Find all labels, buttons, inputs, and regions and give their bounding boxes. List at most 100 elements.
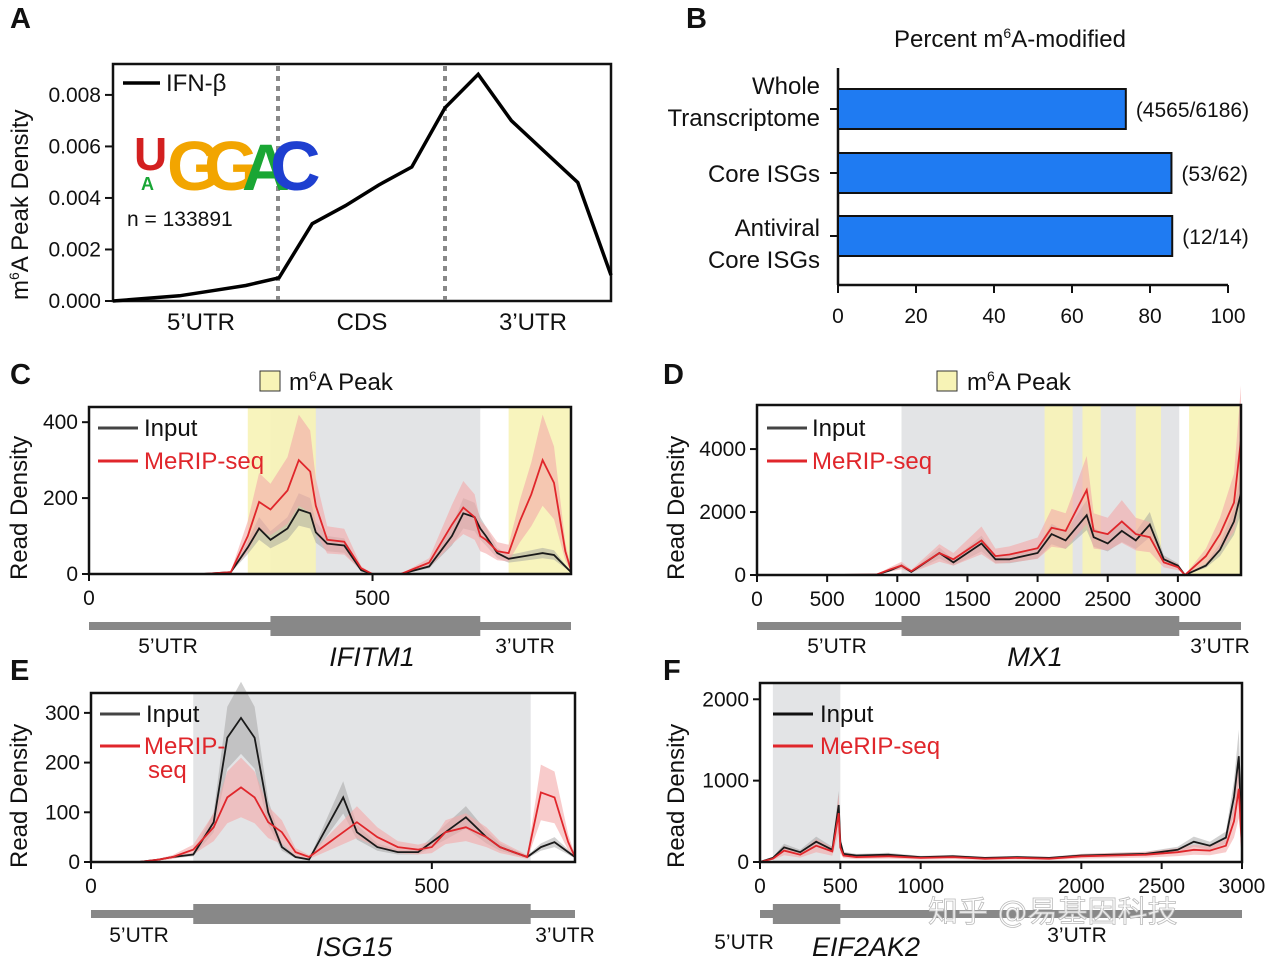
panel-f-3utr: 3’UTR: [1047, 924, 1107, 947]
panel-label-a: A: [10, 3, 31, 35]
legend-input-label-f: Input: [820, 701, 874, 728]
panel-e-gene: ISG15: [316, 932, 394, 962]
xtick-label: 500: [414, 875, 449, 898]
b-xtick-label: 20: [904, 305, 927, 328]
plot-frame: [87, 405, 573, 576]
panel-d-3utr: 3’UTR: [1190, 635, 1250, 658]
legend-merip-label-e-1: MeRIP-: [144, 733, 225, 760]
panel-label-e: E: [10, 655, 29, 687]
ytick-label: 2000: [699, 501, 746, 524]
merip-line: [89, 457, 572, 575]
merip-band: [89, 414, 571, 574]
category-label-antiviral-1: Antiviral: [735, 215, 820, 242]
gene-track-line: [760, 910, 1242, 918]
bar-annotation-2: (12/14): [1182, 226, 1249, 249]
xtick-label: 0: [85, 875, 97, 898]
gene-track-cds: [772, 904, 841, 924]
panel-b-title: Percent m6A-modified: [894, 25, 1126, 53]
xtick-label: 2500: [1084, 588, 1131, 611]
panel-f-chart: 0 1000 2000 0 500 1000 2000 2500 3000 Input MeRI…: [663, 681, 1265, 962]
region-label-3utr: 3’UTR: [499, 309, 567, 336]
gene-track-cds: [901, 616, 1180, 636]
gene-track-cds: [270, 616, 481, 636]
ytick-label: 100: [45, 801, 80, 824]
panel-a-frame: [111, 62, 613, 303]
bar-2: [837, 215, 1174, 257]
legend-input-label-c: Input: [144, 415, 198, 442]
plot-frame: [758, 681, 1244, 864]
ytick-label: 300: [45, 702, 80, 725]
region-label-5utr: 5’UTR: [167, 309, 235, 336]
panel-b-chart: Percent m6A-modified (4565/6186)(53/62)(…: [668, 25, 1250, 328]
xtick-label: 500: [823, 875, 858, 898]
motif-letter-1-sub: A: [141, 174, 154, 194]
panel-e-5utr: 5’UTR: [109, 924, 169, 947]
legend-input-label-e: Input: [146, 701, 200, 728]
panel-label-b: B: [686, 3, 707, 35]
xtick-label: 3000: [1155, 588, 1202, 611]
peak-legend-swatch-d: [936, 370, 958, 392]
ytick-label: 0: [737, 851, 749, 874]
panel-e-chart: 0 100 200 300 0 500 Input MeRIP- seq Read Den…: [6, 681, 595, 962]
category-label-antiviral-2: Core ISGs: [708, 247, 820, 274]
plot-frame: [89, 691, 577, 864]
gene-track-cds: [193, 904, 531, 924]
motif-letter-1: U: [134, 128, 167, 180]
panel-f-gene: EIF2AK2: [812, 932, 920, 962]
panel-label-d: D: [663, 359, 684, 391]
motif-letter-3: G: [204, 127, 258, 205]
category-label-whole-2: Transcriptome: [668, 105, 820, 132]
motif-letter-5: C: [270, 127, 321, 205]
panel-label-c: C: [10, 359, 31, 391]
xtick-label: 2000: [1014, 588, 1061, 611]
b-xtick-label: 40: [982, 305, 1005, 328]
ytick-label: 200: [43, 487, 78, 510]
panel-b-bars: (4565/6186) (53/62) (12/14): [830, 88, 1249, 257]
panel-label-f: F: [663, 655, 681, 687]
bar-0: [837, 88, 1127, 130]
xtick-label: 1000: [897, 875, 944, 898]
region-label-cds: CDS: [337, 309, 388, 336]
legend-merip-label-d: MeRIP-seq: [812, 448, 932, 475]
merip-line: [757, 439, 1242, 577]
panel-d-plot: 0 2000 4000 0 500 1000 1500 2000 2500 3000: [699, 385, 1243, 636]
legend-input-label-d: Input: [812, 415, 866, 442]
xtick-label: 500: [355, 587, 390, 610]
panel-e-plot: 0 100 200 300 0 500: [45, 681, 577, 924]
panel-d-chart: m6A Peak 0 2000 4000 0 500 1000 1500 2000 2500 30…: [663, 368, 1250, 672]
legend-merip-label-e-2: seq: [148, 757, 187, 784]
panel-d-5utr: 5’UTR: [807, 635, 867, 658]
legend-ifn-beta-label: IFN-β: [166, 70, 226, 97]
ytick-label: 0: [734, 564, 746, 587]
xtick-label: 500: [810, 588, 845, 611]
a-ytick-label: 0.002: [48, 238, 101, 261]
b-xtick-label: 100: [1210, 305, 1245, 328]
panel-c-3utr: 3’UTR: [495, 635, 555, 658]
ytick-label: 200: [45, 752, 80, 775]
peak-shade: [1044, 405, 1073, 575]
panel-a-ylabel: m6A Peak Density: [6, 109, 34, 300]
ytick-label: 1000: [702, 770, 749, 793]
xtick-label: 0: [751, 588, 763, 611]
bar-1: [837, 152, 1173, 194]
watermark: 知乎 @易基因科技: [928, 895, 1178, 930]
xtick-label: 2500: [1138, 875, 1185, 898]
legend-merip-label-c: MeRIP-seq: [144, 448, 264, 475]
category-label-core-isgs: Core ISGs: [708, 161, 820, 188]
panel-a-yaxis: 0.000 0.002 0.004 0.006 0.008: [48, 84, 113, 313]
b-xtick-label: 0: [832, 305, 844, 328]
ytick-label: 0: [68, 851, 80, 874]
panel-c-5utr: 5’UTR: [138, 635, 198, 658]
bar-annotation-0: (4565/6186): [1136, 99, 1249, 122]
panel-c-plot: 0 200 400 0 500: [43, 405, 573, 636]
xtick-label: 2000: [1058, 875, 1105, 898]
a-ytick-label: 0.000: [48, 290, 101, 313]
panel-e-3utr: 3’UTR: [535, 924, 595, 947]
bar-annotation-1: (53/62): [1181, 163, 1248, 186]
merip-band: [760, 759, 1242, 862]
peak-legend-label-c: m6A Peak: [289, 368, 394, 396]
xtick-label: 0: [83, 587, 95, 610]
peak-legend-label-d: m6A Peak: [967, 368, 1072, 396]
merip-band: [757, 385, 1241, 575]
ytick-label: 400: [43, 411, 78, 434]
